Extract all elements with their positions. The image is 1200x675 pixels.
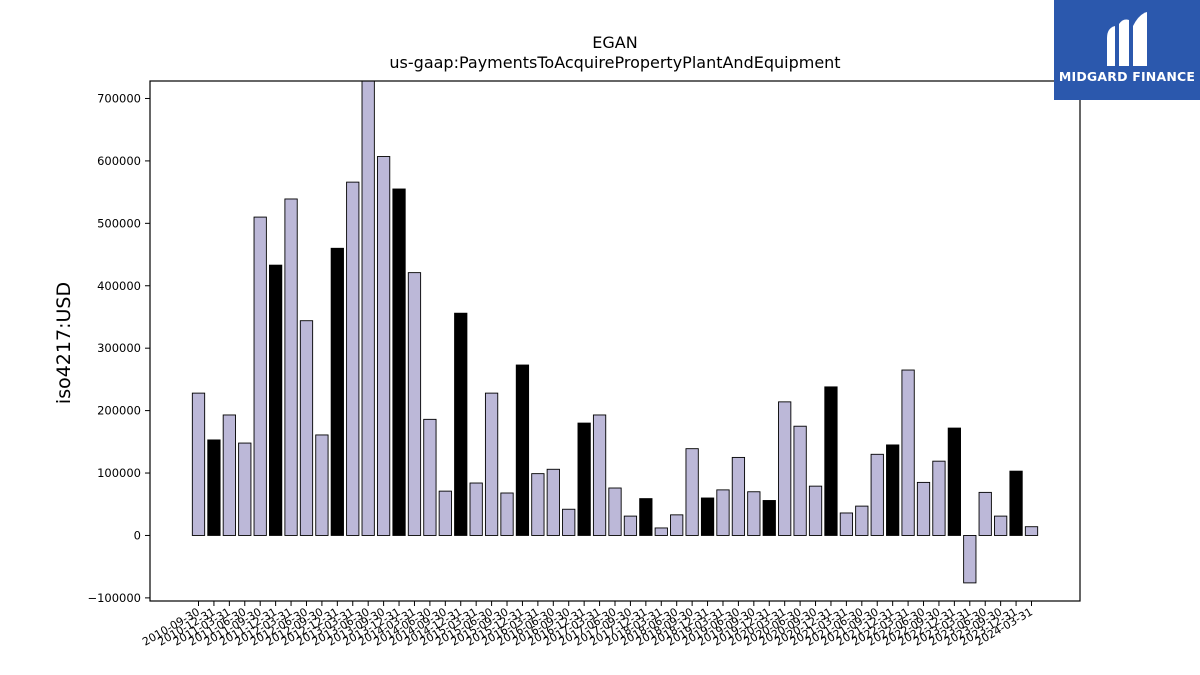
chart-title: EGAN (592, 33, 637, 52)
bar-2020-03-31 (778, 401, 792, 536)
bar-2016-06-30 (546, 468, 560, 536)
bar-2022-03-31 (901, 369, 915, 536)
bar-2020-06-30 (793, 425, 807, 536)
brand-logo: MIDGARD FINANCE (1054, 0, 1200, 100)
brand-name: MIDGARD FINANCE (1058, 69, 1196, 84)
y-tick-label: 700000 (97, 91, 141, 105)
chart-subtitle: us-gaap:PaymentsToAcquirePropertyPlantAn… (389, 53, 840, 72)
bar-2022-09-30 (932, 460, 946, 536)
bar-2015-03-31 (469, 482, 483, 536)
plot-frame (149, 80, 1081, 602)
bar-2018-03-31 (654, 527, 668, 536)
y-tick-label: 500000 (97, 216, 141, 230)
bar-2022-06-30 (916, 481, 931, 536)
bar-2012-09-30 (315, 434, 329, 536)
bars-group (191, 80, 1039, 584)
bar-2020-09-30 (808, 485, 823, 536)
bar-2016-12-31 (577, 422, 591, 536)
bar-2023-09-30 (994, 515, 1008, 536)
bar-2015-06-30 (484, 392, 499, 536)
bar-2014-09-30 (438, 490, 452, 536)
y-tick-label: 400000 (97, 279, 141, 293)
bar-2019-12-31 (762, 500, 776, 536)
bar-2011-12-31 (269, 264, 283, 536)
bar-2017-06-30 (608, 487, 622, 536)
bar-2017-12-31 (639, 498, 653, 536)
bar-2023-03-31 (963, 535, 977, 584)
midgard-m-logo-icon (1107, 12, 1147, 66)
bar-2021-09-30 (870, 453, 884, 536)
bar-2014-06-30 (423, 418, 437, 536)
bar-2013-03-31 (346, 181, 360, 536)
bar-2023-12-31 (1009, 470, 1023, 536)
bar-2021-12-31 (886, 444, 900, 536)
bar-2019-09-30 (747, 491, 761, 536)
bar-2011-06-30 (238, 442, 252, 536)
bar-2011-03-31 (222, 414, 236, 536)
bar-2021-06-30 (855, 505, 869, 536)
y-tick-label: 100000 (97, 466, 141, 480)
y-axis: −100000 0 100000 200000 300000 400000 500000 60… (87, 91, 150, 605)
bar-2019-03-31 (716, 489, 730, 536)
bar-2019-06-30 (731, 456, 746, 536)
bar-2018-09-30 (685, 448, 699, 536)
bar-2020-12-31 (824, 386, 838, 536)
bar-2021-03-31 (839, 512, 854, 536)
bar-2013-12-31 (392, 188, 406, 536)
bar-2017-09-30 (623, 515, 638, 536)
bar-2023-06-30 (978, 491, 992, 536)
x-axis: 2010-09-302010-12-312011-03-312011-06-30… (140, 601, 1035, 649)
bar-2012-03-31 (284, 198, 298, 536)
y-tick-label: 0 (134, 528, 141, 542)
bar-2010-09-30 (191, 392, 206, 536)
y-axis-label: iso4217:USD (53, 282, 75, 404)
bar-2015-12-31 (515, 364, 530, 536)
bar-2014-12-31 (454, 312, 468, 536)
bar-2016-09-30 (562, 508, 576, 536)
bar-2013-09-30 (376, 156, 391, 536)
bar-2018-12-31 (700, 497, 715, 536)
bar-2010-12-31 (207, 439, 221, 536)
bar-2011-09-30 (253, 216, 267, 536)
bar-2012-12-31 (330, 247, 344, 536)
y-tick-label: 200000 (97, 404, 141, 418)
bar-2012-06-30 (299, 320, 314, 536)
bar-2016-03-31 (531, 473, 545, 536)
bar-2018-06-30 (670, 514, 684, 536)
bar-2022-12-31 (947, 427, 961, 536)
y-tick-label: 600000 (97, 154, 141, 168)
bar-2014-03-31 (407, 272, 422, 536)
y-tick-label: 300000 (97, 341, 141, 355)
y-tick-label: −100000 (87, 591, 141, 605)
bar-2013-06-30 (361, 80, 375, 536)
bar-2017-03-31 (592, 414, 607, 536)
bar-2024-03-31 (1024, 526, 1039, 536)
bar-2015-09-30 (500, 492, 514, 536)
